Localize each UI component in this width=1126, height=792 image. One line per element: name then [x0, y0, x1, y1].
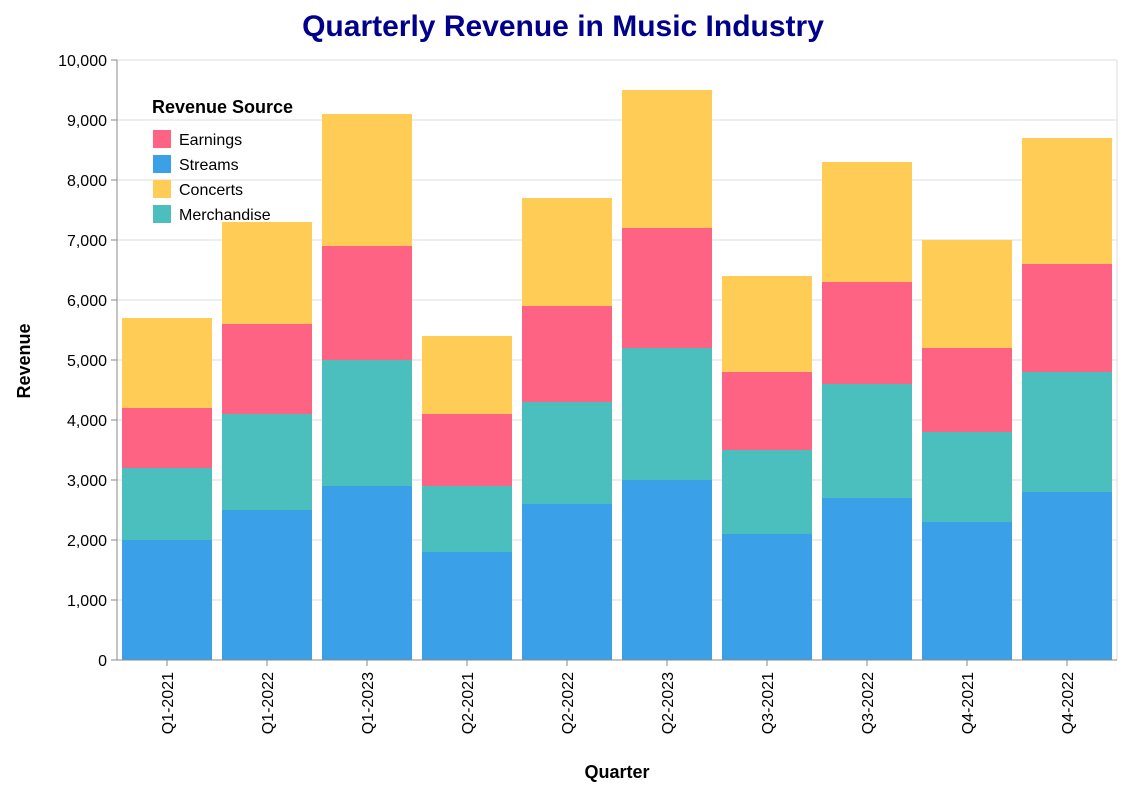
y-tick-label: 2,000: [67, 533, 107, 550]
bar-earnings-q2-2021: [422, 414, 512, 486]
legend-label-streams: Streams: [179, 157, 239, 174]
bar-streams-q1-2023: [322, 486, 412, 660]
y-tick-label: 8,000: [67, 173, 107, 190]
bar-concerts-q2-2023: [622, 90, 712, 228]
x-tick-label: Q1-2022: [260, 672, 277, 734]
legend-label-earnings: Earnings: [179, 132, 242, 149]
x-tick-label: Q3-2021: [760, 672, 777, 734]
bar-concerts-q1-2021: [122, 318, 212, 408]
bar-earnings-q1-2021: [122, 408, 212, 468]
x-tick-label: Q2-2023: [660, 672, 677, 734]
bar-merchandise-q2-2021: [422, 486, 512, 552]
bars: [122, 90, 1112, 660]
y-tick-label: 10,000: [58, 53, 107, 70]
legend-swatch-earnings: [153, 130, 171, 148]
bar-concerts-q2-2022: [522, 198, 612, 306]
bar-merchandise-q2-2022: [522, 402, 612, 504]
bar-earnings-q4-2021: [922, 348, 1012, 432]
x-axis-title: Quarter: [584, 762, 649, 782]
chart-title: Quarterly Revenue in Music Industry: [302, 10, 824, 43]
legend-swatch-merchandise: [153, 205, 171, 223]
bar-streams-q2-2022: [522, 504, 612, 660]
bar-earnings-q3-2022: [822, 282, 912, 384]
y-tick-label: 3,000: [67, 473, 107, 490]
y-tick-label: 7,000: [67, 233, 107, 250]
bar-merchandise-q4-2021: [922, 432, 1012, 522]
bar-earnings-q1-2023: [322, 246, 412, 360]
bar-streams-q2-2021: [422, 552, 512, 660]
bar-streams-q3-2022: [822, 498, 912, 660]
bar-earnings-q3-2021: [722, 372, 812, 450]
axes: 0 1,000 2,000 3,000 4,000 5,000 6,000 7,000 8,00…: [58, 53, 1117, 734]
legend: Revenue Source Earnings Streams Concerts Mer…: [152, 97, 293, 224]
bar-earnings-q1-2022: [222, 324, 312, 414]
x-tick-label: Q2-2022: [560, 672, 577, 734]
bar-earnings-q2-2023: [622, 228, 712, 348]
legend-label-merchandise: Merchandise: [179, 207, 271, 224]
bar-merchandise-q1-2021: [122, 468, 212, 540]
bar-concerts-q1-2022: [222, 222, 312, 324]
bar-concerts-q2-2021: [422, 336, 512, 414]
y-tick-label: 6,000: [67, 293, 107, 310]
bar-merchandise-q1-2022: [222, 414, 312, 510]
bar-concerts-q1-2023: [322, 114, 412, 246]
bar-merchandise-q2-2023: [622, 348, 712, 480]
x-tick-label: Q3-2022: [860, 672, 877, 734]
x-tick-label: Q4-2021: [960, 672, 977, 734]
x-tick-label: Q1-2023: [360, 672, 377, 734]
bar-streams-q1-2022: [222, 510, 312, 660]
bar-merchandise-q4-2022: [1022, 372, 1112, 492]
legend-swatch-concerts: [153, 180, 171, 198]
y-axis-title: Revenue: [14, 323, 34, 398]
bar-streams-q2-2023: [622, 480, 712, 660]
legend-title: Revenue Source: [152, 97, 293, 117]
y-tick-label: 5,000: [67, 353, 107, 370]
bar-earnings-q2-2022: [522, 306, 612, 402]
legend-swatch-streams: [153, 155, 171, 173]
bar-earnings-q4-2022: [1022, 264, 1112, 372]
y-tick-label: 4,000: [67, 413, 107, 430]
x-tick-label: Q1-2021: [160, 672, 177, 734]
bar-concerts-q3-2022: [822, 162, 912, 282]
bar-concerts-q4-2021: [922, 240, 1012, 348]
bar-merchandise-q3-2022: [822, 384, 912, 498]
bar-merchandise-q3-2021: [722, 450, 812, 534]
legend-label-concerts: Concerts: [179, 182, 243, 199]
bar-concerts-q3-2021: [722, 276, 812, 372]
bar-streams-q1-2021: [122, 540, 212, 660]
y-tick-label: 1,000: [67, 593, 107, 610]
bar-concerts-q4-2022: [1022, 138, 1112, 264]
y-tick-label: 9,000: [67, 113, 107, 130]
x-tick-label: Q2-2021: [460, 672, 477, 734]
x-tick-label: Q4-2022: [1060, 672, 1077, 734]
bar-streams-q4-2021: [922, 522, 1012, 660]
y-tick-label: 0: [98, 653, 107, 670]
bar-merchandise-q1-2023: [322, 360, 412, 486]
bar-streams-q4-2022: [1022, 492, 1112, 660]
bar-streams-q3-2021: [722, 534, 812, 660]
